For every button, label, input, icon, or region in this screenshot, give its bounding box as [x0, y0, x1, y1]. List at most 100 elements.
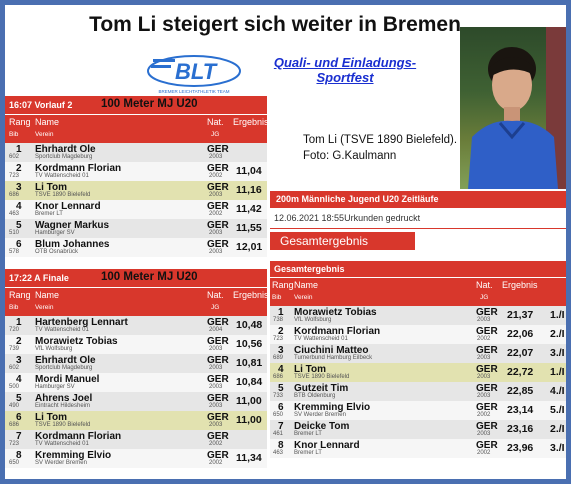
- bib-number: 500: [9, 384, 20, 390]
- club-name: TSVE 1890 Bielefeld: [35, 422, 91, 428]
- result-row: 4 500 Mordi Manuel Hamburger SV GER 2003 10,84: [5, 373, 267, 392]
- nation: GER: [207, 374, 229, 385]
- club-name: Bremer LT: [294, 431, 322, 437]
- athlete-photo-illustration: [468, 27, 566, 189]
- col-nat: Nat.: [207, 290, 224, 300]
- col-bib: Bib: [272, 294, 282, 301]
- result-time: 22,72: [507, 366, 534, 378]
- club-name: TSVE 1890 Bielefeld: [35, 192, 91, 198]
- birth-year: 2002: [209, 173, 223, 179]
- race200-rows: 1 738 Morawietz Tobias VfL Wolfsburg GER 2003…: [270, 306, 566, 458]
- athlete-name: Kordmann Florian: [294, 326, 381, 337]
- result-row: 7 461 Deicke Tom Bremer LT GER 2003 23,16 2./I: [270, 420, 566, 439]
- result-time: 21,37: [507, 309, 534, 321]
- result-row: 1 720 Hartenberg Lennart TV Wattenscheid 01…: [5, 316, 267, 335]
- result-row: 2 723 Kordmann Florian TV Wattenscheid 01 GE…: [5, 162, 267, 181]
- result-row: 6 686 Li Tom TSVE 1890 Bielefeld GER 2003 11,0…: [5, 411, 267, 430]
- club-name: SV Werder Bremen: [35, 460, 87, 466]
- birth-year: 2002: [477, 450, 491, 456]
- athlete-name: Morawietz Tobias: [294, 307, 377, 318]
- rank: 4: [16, 201, 22, 212]
- nation: GER: [207, 182, 229, 193]
- col-ergebnis: Ergebnis: [233, 290, 267, 300]
- result-time: 23,96: [507, 442, 534, 454]
- result-row: 6 650 Kremming Elvio SV Werder Bremen GER 200…: [270, 401, 566, 420]
- rank: 5: [16, 220, 22, 231]
- birth-year: 2002: [209, 460, 223, 466]
- birth-year: 2004: [209, 327, 223, 333]
- athlete-name: Gutzeit Tim: [294, 383, 349, 394]
- birth-year: 2002: [477, 412, 491, 418]
- rank: 1: [16, 144, 22, 155]
- col-rang: Rang: [272, 280, 294, 290]
- nation: GER: [207, 412, 229, 423]
- birth-year: 2003: [209, 384, 223, 390]
- result-row: 3 686 Li Tom TSVE 1890 Bielefeld GER 2003 11,1…: [5, 181, 267, 200]
- rank: 3: [16, 355, 22, 366]
- athlete-name: Blum Johannes: [35, 239, 110, 250]
- club-name: SV Werder Bremen: [294, 412, 346, 418]
- final-title: 100 Meter MJ U20: [101, 271, 198, 283]
- sportfest-link[interactable]: Quali- und Einladungs-Sportfest: [273, 55, 417, 85]
- club-name: TSVE 1890 Bielefeld: [294, 374, 350, 380]
- bib-number: 461: [273, 431, 284, 437]
- birth-year: 2003: [477, 393, 491, 399]
- rank: 8: [278, 440, 284, 451]
- result-time: 10,81: [236, 357, 263, 369]
- col-ergebnis: Ergebnis: [502, 280, 538, 290]
- col-jg: JG: [211, 304, 220, 311]
- race200-header: 200m Männliche Jugend U20 Zeitläufe: [270, 191, 566, 208]
- result-time: 11,00: [236, 395, 262, 407]
- rank: 6: [278, 402, 284, 413]
- logo-text: BLT: [175, 59, 218, 84]
- bib-number: 510: [9, 230, 20, 236]
- heat-time-label: 16:07 Vorlauf 2: [9, 100, 73, 110]
- rank: 3: [278, 345, 284, 356]
- col-name: Name: [35, 290, 60, 300]
- bib-number: 738: [273, 317, 284, 323]
- bib-number: 602: [9, 154, 20, 160]
- result-time: 11,42: [236, 203, 262, 215]
- club-name: Turnerbund Hamburg Eilbeck: [294, 355, 373, 361]
- athlete-name: Li Tom: [294, 364, 327, 375]
- heat-results-panel: 16:07 Vorlauf 2 100 Meter MJ U20 Rang Bi…: [5, 96, 267, 267]
- col-bib: Bib: [9, 304, 19, 311]
- bib-number: 686: [9, 422, 20, 428]
- result-time: 23,14: [507, 404, 534, 416]
- col-rang: Rang: [9, 117, 31, 127]
- bib-number: 733: [273, 393, 284, 399]
- result-time: 11,55: [236, 222, 262, 234]
- result-row: 7 723 Kordmann Florian TV Wattenscheid 01 GE…: [5, 430, 267, 449]
- final-rows: 1 720 Hartenberg Lennart TV Wattenscheid 01…: [5, 316, 267, 468]
- heat-place: 2./I: [550, 328, 565, 340]
- race200-printed-status: 12.06.2021 18:55Urkunden gedruckt: [274, 213, 421, 223]
- result-row: 1 738 Morawietz Tobias VfL Wolfsburg GER 2003…: [270, 306, 566, 325]
- birth-year: 2003: [209, 154, 223, 160]
- heat-place: 1./I: [550, 366, 565, 378]
- nation: GER: [207, 163, 229, 174]
- race200-section-title: Gesamtergebnis: [274, 264, 345, 274]
- rank: 6: [16, 412, 22, 423]
- col-bib: Bib: [9, 131, 19, 138]
- club-name: TV Wattenscheid 01: [35, 327, 89, 333]
- rank: 2: [16, 336, 22, 347]
- bib-number: 463: [273, 450, 284, 456]
- club-name: TV Wattenscheid 01: [35, 441, 89, 447]
- result-time: 22,06: [507, 328, 534, 340]
- bib-number: 490: [9, 403, 20, 409]
- gesamtergebnis-button[interactable]: Gesamtergebnis: [270, 232, 415, 250]
- result-row: 8 650 Kremming Elvio SV Werder Bremen GER 200…: [5, 449, 267, 468]
- club-name: VfL Wolfsburg: [294, 317, 332, 323]
- col-ergebnis: Ergebnis: [233, 117, 267, 127]
- athlete-name: Knor Lennard: [294, 440, 360, 451]
- race200-title: 200m Männliche Jugend U20 Zeitläufe: [276, 194, 439, 204]
- athlete-name: Ahrens Joel: [35, 393, 93, 404]
- result-time: 11,00: [236, 414, 262, 426]
- bib-number: 689: [273, 355, 284, 361]
- bib-number: 723: [9, 441, 20, 447]
- birth-year: 2003: [477, 355, 491, 361]
- race200-section-header: Gesamtergebnis: [270, 261, 566, 277]
- bib-number: 650: [273, 412, 284, 418]
- club-name: OTB Osnabrück: [35, 249, 79, 255]
- result-time: 10,56: [236, 338, 263, 350]
